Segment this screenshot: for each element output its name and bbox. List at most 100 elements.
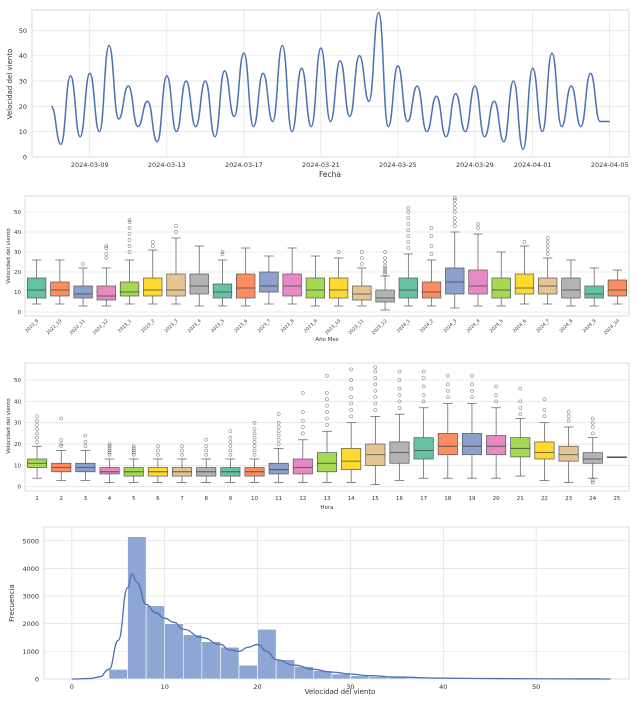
boxplot-x-tick-label: 25 <box>613 496 620 502</box>
box-outlier <box>127 232 132 236</box>
box-outlier <box>150 240 155 244</box>
line-chart-x-tick-label: 2024-03-29 <box>456 161 494 169</box>
box-2022_11 <box>73 285 93 299</box>
box-outlier <box>566 410 571 414</box>
histogram-bar <box>238 664 258 680</box>
box-outlier <box>445 373 450 378</box>
line-chart-x-ticks: 2024-03-09 2024-03-13 2024-03-17 2024-03-21… <box>71 161 629 169</box>
histogram-bar <box>182 634 203 680</box>
box-outlier <box>325 397 329 402</box>
boxplot-y-tick-label: 40 <box>14 230 21 236</box>
boxplot-x-tick-label: 2023_6 <box>233 318 249 334</box>
box-outlier <box>107 444 112 449</box>
box-outlier <box>373 376 378 380</box>
box-outlier <box>590 416 595 421</box>
box-outlier <box>445 382 450 387</box>
box-2022_10 <box>50 281 70 297</box>
box-2023_3 <box>166 273 186 297</box>
box-17 <box>413 437 434 460</box>
box-2023_11 <box>352 285 372 301</box>
histogram-y-tick-label: 3000 <box>22 593 39 601</box>
histogram-x-tick-label: 40 <box>439 683 447 691</box>
box-outlier <box>35 435 39 440</box>
line-chart-y-ticks: 0 10 20 30 40 50 <box>19 27 27 162</box>
box-2023_9 <box>305 277 326 299</box>
box-2022_12 <box>96 285 116 301</box>
box-outlier <box>518 399 523 404</box>
box-outlier <box>252 452 257 457</box>
line-chart-y-tick-label: 50 <box>19 27 27 35</box>
box-outlier <box>406 206 411 210</box>
box-outlier <box>107 452 112 457</box>
box-outlier <box>545 248 550 252</box>
box-outlier <box>228 435 233 440</box>
box-outlier <box>300 391 305 395</box>
boxplot-x-tick-label: 2024_7 <box>535 318 551 334</box>
box-outlier <box>127 238 132 242</box>
line-chart-x-tick-label: 2024-03-21 <box>302 161 340 169</box>
box-outlier <box>156 452 160 457</box>
box-outlier <box>383 272 387 276</box>
box-outlier <box>228 444 233 449</box>
box-outlier <box>83 444 88 449</box>
boxplot-x-tick-label: 5 <box>132 496 136 502</box>
boxplot-x-tick-label: 13 <box>324 496 331 502</box>
box-outlier <box>81 262 85 266</box>
box-outlier <box>349 414 354 419</box>
box-2023_4 <box>189 273 209 295</box>
box-outlier <box>204 452 209 457</box>
box-outlier <box>325 391 329 395</box>
box-21 <box>510 437 531 458</box>
hourly-boxplot-y-label: Velocidad del viento <box>6 398 12 454</box>
boxplot-x-tick-label: 10 <box>251 496 258 502</box>
box-outlier <box>174 224 178 228</box>
boxplot-y-tick-label: 20 <box>14 270 21 276</box>
boxplot-x-tick-label: 2022_10 <box>45 318 63 336</box>
box-outlier <box>445 388 450 393</box>
box-outlier <box>83 440 88 444</box>
box-14 <box>341 447 362 471</box>
box-outlier <box>383 268 387 272</box>
box-outlier <box>429 226 434 230</box>
box-outlier <box>104 246 109 250</box>
boxplot-x-tick-label: 2023_3 <box>163 318 179 334</box>
boxplot-x-tick-label: 1 <box>35 496 39 502</box>
box-outlier <box>276 429 281 434</box>
box-2023_2 <box>143 277 163 297</box>
boxplot-x-tick-label: 3 <box>84 496 88 502</box>
box-outlier <box>59 444 64 449</box>
box-outlier <box>349 408 354 412</box>
box-23 <box>558 445 579 462</box>
box-2024_4 <box>468 269 488 295</box>
box-outlier <box>590 478 595 483</box>
box-2024_5 <box>491 277 511 299</box>
boxplot-x-tick-label: 2 <box>59 496 63 502</box>
boxplot-x-tick-label: 2022_9 <box>24 318 40 334</box>
box-outlier <box>276 420 281 425</box>
boxplot-x-tick-label: 2023_2 <box>140 318 156 334</box>
box-2024_3 <box>445 267 465 295</box>
box-outlier <box>228 429 233 434</box>
box-outlier <box>104 252 109 256</box>
box-outlier <box>518 386 523 391</box>
box-2024_8 <box>561 277 581 299</box>
box-outlier <box>325 416 329 421</box>
box-outlier <box>452 210 457 214</box>
box-outlier <box>383 250 387 254</box>
box-outlier <box>252 444 257 449</box>
box-outlier <box>180 452 184 457</box>
boxplot-x-tick-label: 2024_3 <box>442 318 458 334</box>
box-18 <box>437 433 458 456</box>
box-outlier <box>204 448 209 453</box>
boxplot-x-tick-label: 17 <box>420 496 427 502</box>
box-outlier <box>373 408 378 412</box>
box-outlier <box>252 440 257 444</box>
boxplot-x-tick-label: 2024_6 <box>512 318 528 334</box>
box-2022_9 <box>26 277 47 299</box>
box-outlier <box>336 250 341 254</box>
box-outlier <box>300 425 305 429</box>
box-outlier <box>252 431 257 436</box>
box-outlier <box>228 448 233 453</box>
